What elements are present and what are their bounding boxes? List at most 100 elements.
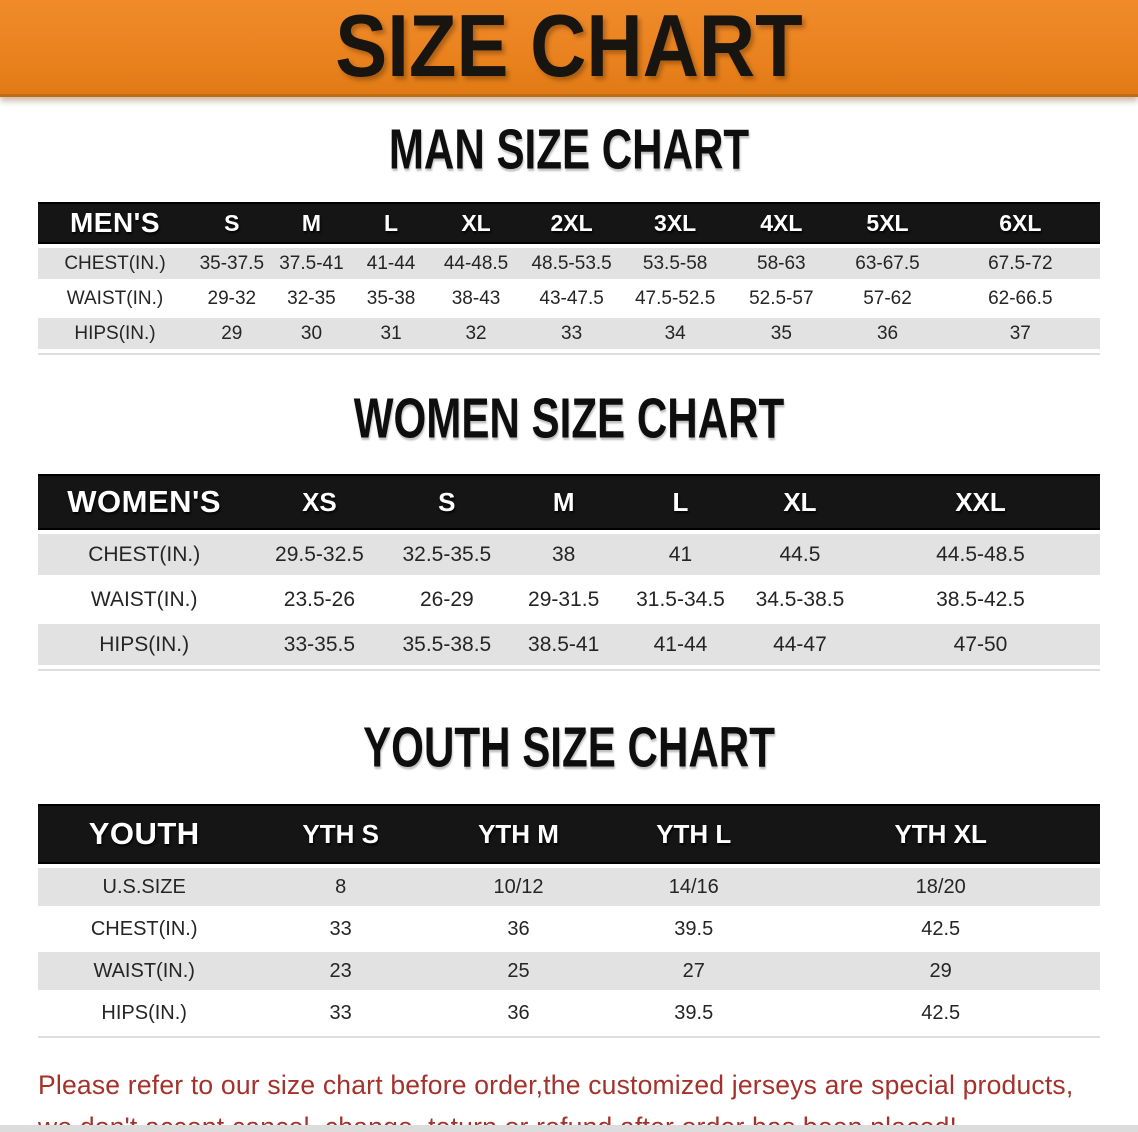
value-cell: 43-47.5 bbox=[521, 283, 623, 314]
men-section-heading-text: MAN SIZE CHART bbox=[388, 118, 750, 182]
row-label-cell: CHEST(IN.) bbox=[38, 248, 192, 279]
value-cell: 10/12 bbox=[430, 868, 607, 906]
size-column-header: M bbox=[271, 202, 352, 244]
women-size-table: WOMEN'S XS S M L XL XXL CHEST(IN.) 29.5-32.5 32.5… bbox=[38, 470, 1100, 671]
row-label-cell: U.S.SIZE bbox=[38, 868, 251, 906]
women-size-section: WOMEN SIZE CHART WOMEN'S XS S M L XL XXL CHEST(… bbox=[0, 387, 1138, 671]
row-label-cell: HIPS(IN.) bbox=[38, 318, 192, 349]
value-cell: 34.5-38.5 bbox=[738, 579, 861, 620]
value-cell: 48.5-53.5 bbox=[521, 248, 623, 279]
value-cell: 8 bbox=[250, 868, 431, 906]
size-column-header: YTH XL bbox=[781, 804, 1100, 864]
row-label-cell: HIPS(IN.) bbox=[38, 624, 251, 665]
bottom-edge-strip bbox=[0, 1125, 1138, 1132]
value-cell: 26-29 bbox=[388, 579, 506, 620]
row-label-cell: CHEST(IN.) bbox=[38, 534, 251, 575]
women-section-heading-text: WOMEN SIZE CHART bbox=[353, 387, 785, 451]
value-cell: 41 bbox=[622, 534, 739, 575]
value-cell: 29 bbox=[191, 318, 272, 349]
value-cell: 32.5-35.5 bbox=[388, 534, 506, 575]
value-cell: 44-47 bbox=[738, 624, 861, 665]
table-name-cell: YOUTH bbox=[38, 804, 251, 864]
men-size-table: MEN'S S M L XL 2XL 3XL 4XL 5XL 6XL CHEST(IN.) 35-37… bbox=[38, 198, 1100, 355]
table-name-cell: WOMEN'S bbox=[38, 474, 251, 530]
measure-row: WAIST(IN.) 23 25 27 29 bbox=[38, 952, 1100, 990]
size-table: YOUTH YTH S YTH M YTH L YTH XL U.S.SIZE 8 10/12… bbox=[38, 800, 1100, 1036]
value-cell: 36 bbox=[834, 318, 941, 349]
size-column-header: S bbox=[388, 474, 506, 530]
value-cell: 29 bbox=[781, 952, 1100, 990]
value-cell: 52.5-57 bbox=[728, 283, 835, 314]
value-cell: 44.5 bbox=[738, 534, 861, 575]
value-cell: 33 bbox=[521, 318, 623, 349]
value-cell: 37.5-41 bbox=[271, 248, 352, 279]
value-cell: 35-38 bbox=[351, 283, 431, 314]
size-column-header: XL bbox=[738, 474, 861, 530]
value-cell: 58-63 bbox=[728, 248, 835, 279]
value-cell: 25 bbox=[430, 952, 607, 990]
measure-row: HIPS(IN.) 29 30 31 32 33 34 35 36 37 bbox=[38, 318, 1100, 349]
row-label-cell: WAIST(IN.) bbox=[38, 283, 192, 314]
value-cell: 23 bbox=[250, 952, 431, 990]
table-header-row: WOMEN'S XS S M L XL XXL bbox=[38, 474, 1100, 530]
table-name-cell: MEN'S bbox=[38, 202, 192, 244]
size-column-header: 6XL bbox=[940, 202, 1100, 244]
size-column-header: XXL bbox=[861, 474, 1100, 530]
table-header-row: MEN'S S M L XL 2XL 3XL 4XL 5XL 6XL bbox=[38, 202, 1100, 244]
women-section-heading: WOMEN SIZE CHART bbox=[0, 387, 1138, 451]
measure-row: CHEST(IN.) 29.5-32.5 32.5-35.5 38 41 44.5 44.5… bbox=[38, 534, 1100, 575]
value-cell: 29.5-32.5 bbox=[250, 534, 389, 575]
row-label-cell: WAIST(IN.) bbox=[38, 579, 251, 620]
size-column-header: YTH S bbox=[250, 804, 431, 864]
value-cell: 27 bbox=[606, 952, 782, 990]
value-cell: 47-50 bbox=[861, 624, 1100, 665]
measure-row: U.S.SIZE 8 10/12 14/16 18/20 bbox=[38, 868, 1100, 906]
value-cell: 63-67.5 bbox=[834, 248, 941, 279]
value-cell: 53.5-58 bbox=[622, 248, 729, 279]
value-cell: 38 bbox=[505, 534, 623, 575]
value-cell: 39.5 bbox=[606, 994, 782, 1032]
value-cell: 33-35.5 bbox=[250, 624, 389, 665]
disclaimer-text: Please refer to our size chart before or… bbox=[38, 1065, 1100, 1132]
value-cell: 32 bbox=[430, 318, 522, 349]
size-column-header: L bbox=[351, 202, 431, 244]
value-cell: 38-43 bbox=[430, 283, 522, 314]
value-cell: 36 bbox=[430, 910, 607, 948]
value-cell: 67.5-72 bbox=[940, 248, 1100, 279]
size-column-header: XS bbox=[250, 474, 389, 530]
value-cell: 41-44 bbox=[622, 624, 739, 665]
value-cell: 57-62 bbox=[834, 283, 941, 314]
value-cell: 29-32 bbox=[191, 283, 272, 314]
value-cell: 33 bbox=[250, 994, 431, 1032]
size-column-header: YTH M bbox=[430, 804, 607, 864]
value-cell: 14/16 bbox=[606, 868, 782, 906]
value-cell: 44-48.5 bbox=[430, 248, 522, 279]
measure-row: CHEST(IN.) 35-37.5 37.5-41 41-44 44-48.5 48.5… bbox=[38, 248, 1100, 279]
disclaimer-line1: Please refer to our size chart before or… bbox=[38, 1070, 1074, 1100]
value-cell: 36 bbox=[430, 994, 607, 1032]
value-cell: 38.5-41 bbox=[505, 624, 623, 665]
value-cell: 37 bbox=[940, 318, 1100, 349]
measure-row: WAIST(IN.) 23.5-26 26-29 29-31.5 31.5-34.5 34… bbox=[38, 579, 1100, 620]
value-cell: 62-66.5 bbox=[940, 283, 1100, 314]
measure-row: HIPS(IN.) 33-35.5 35.5-38.5 38.5-41 41-44 44-… bbox=[38, 624, 1100, 665]
value-cell: 18/20 bbox=[781, 868, 1100, 906]
value-cell: 35.5-38.5 bbox=[388, 624, 506, 665]
size-column-header: L bbox=[622, 474, 739, 530]
value-cell: 44.5-48.5 bbox=[861, 534, 1100, 575]
value-cell: 31.5-34.5 bbox=[622, 579, 739, 620]
row-label-cell: HIPS(IN.) bbox=[38, 994, 251, 1032]
size-column-header: S bbox=[191, 202, 272, 244]
size-column-header: YTH L bbox=[606, 804, 782, 864]
youth-size-table: YOUTH YTH S YTH M YTH L YTH XL U.S.SIZE 8 10/12… bbox=[38, 800, 1100, 1038]
measure-row: HIPS(IN.) 33 36 39.5 42.5 bbox=[38, 994, 1100, 1032]
men-section-heading: MAN SIZE CHART bbox=[0, 118, 1138, 182]
row-label-cell: CHEST(IN.) bbox=[38, 910, 251, 948]
value-cell: 32-35 bbox=[271, 283, 352, 314]
value-cell: 39.5 bbox=[606, 910, 782, 948]
measure-row: CHEST(IN.) 33 36 39.5 42.5 bbox=[38, 910, 1100, 948]
value-cell: 34 bbox=[622, 318, 729, 349]
value-cell: 47.5-52.5 bbox=[622, 283, 729, 314]
value-cell: 42.5 bbox=[781, 910, 1100, 948]
size-table: MEN'S S M L XL 2XL 3XL 4XL 5XL 6XL CHEST(IN.) 35-37… bbox=[38, 198, 1100, 353]
